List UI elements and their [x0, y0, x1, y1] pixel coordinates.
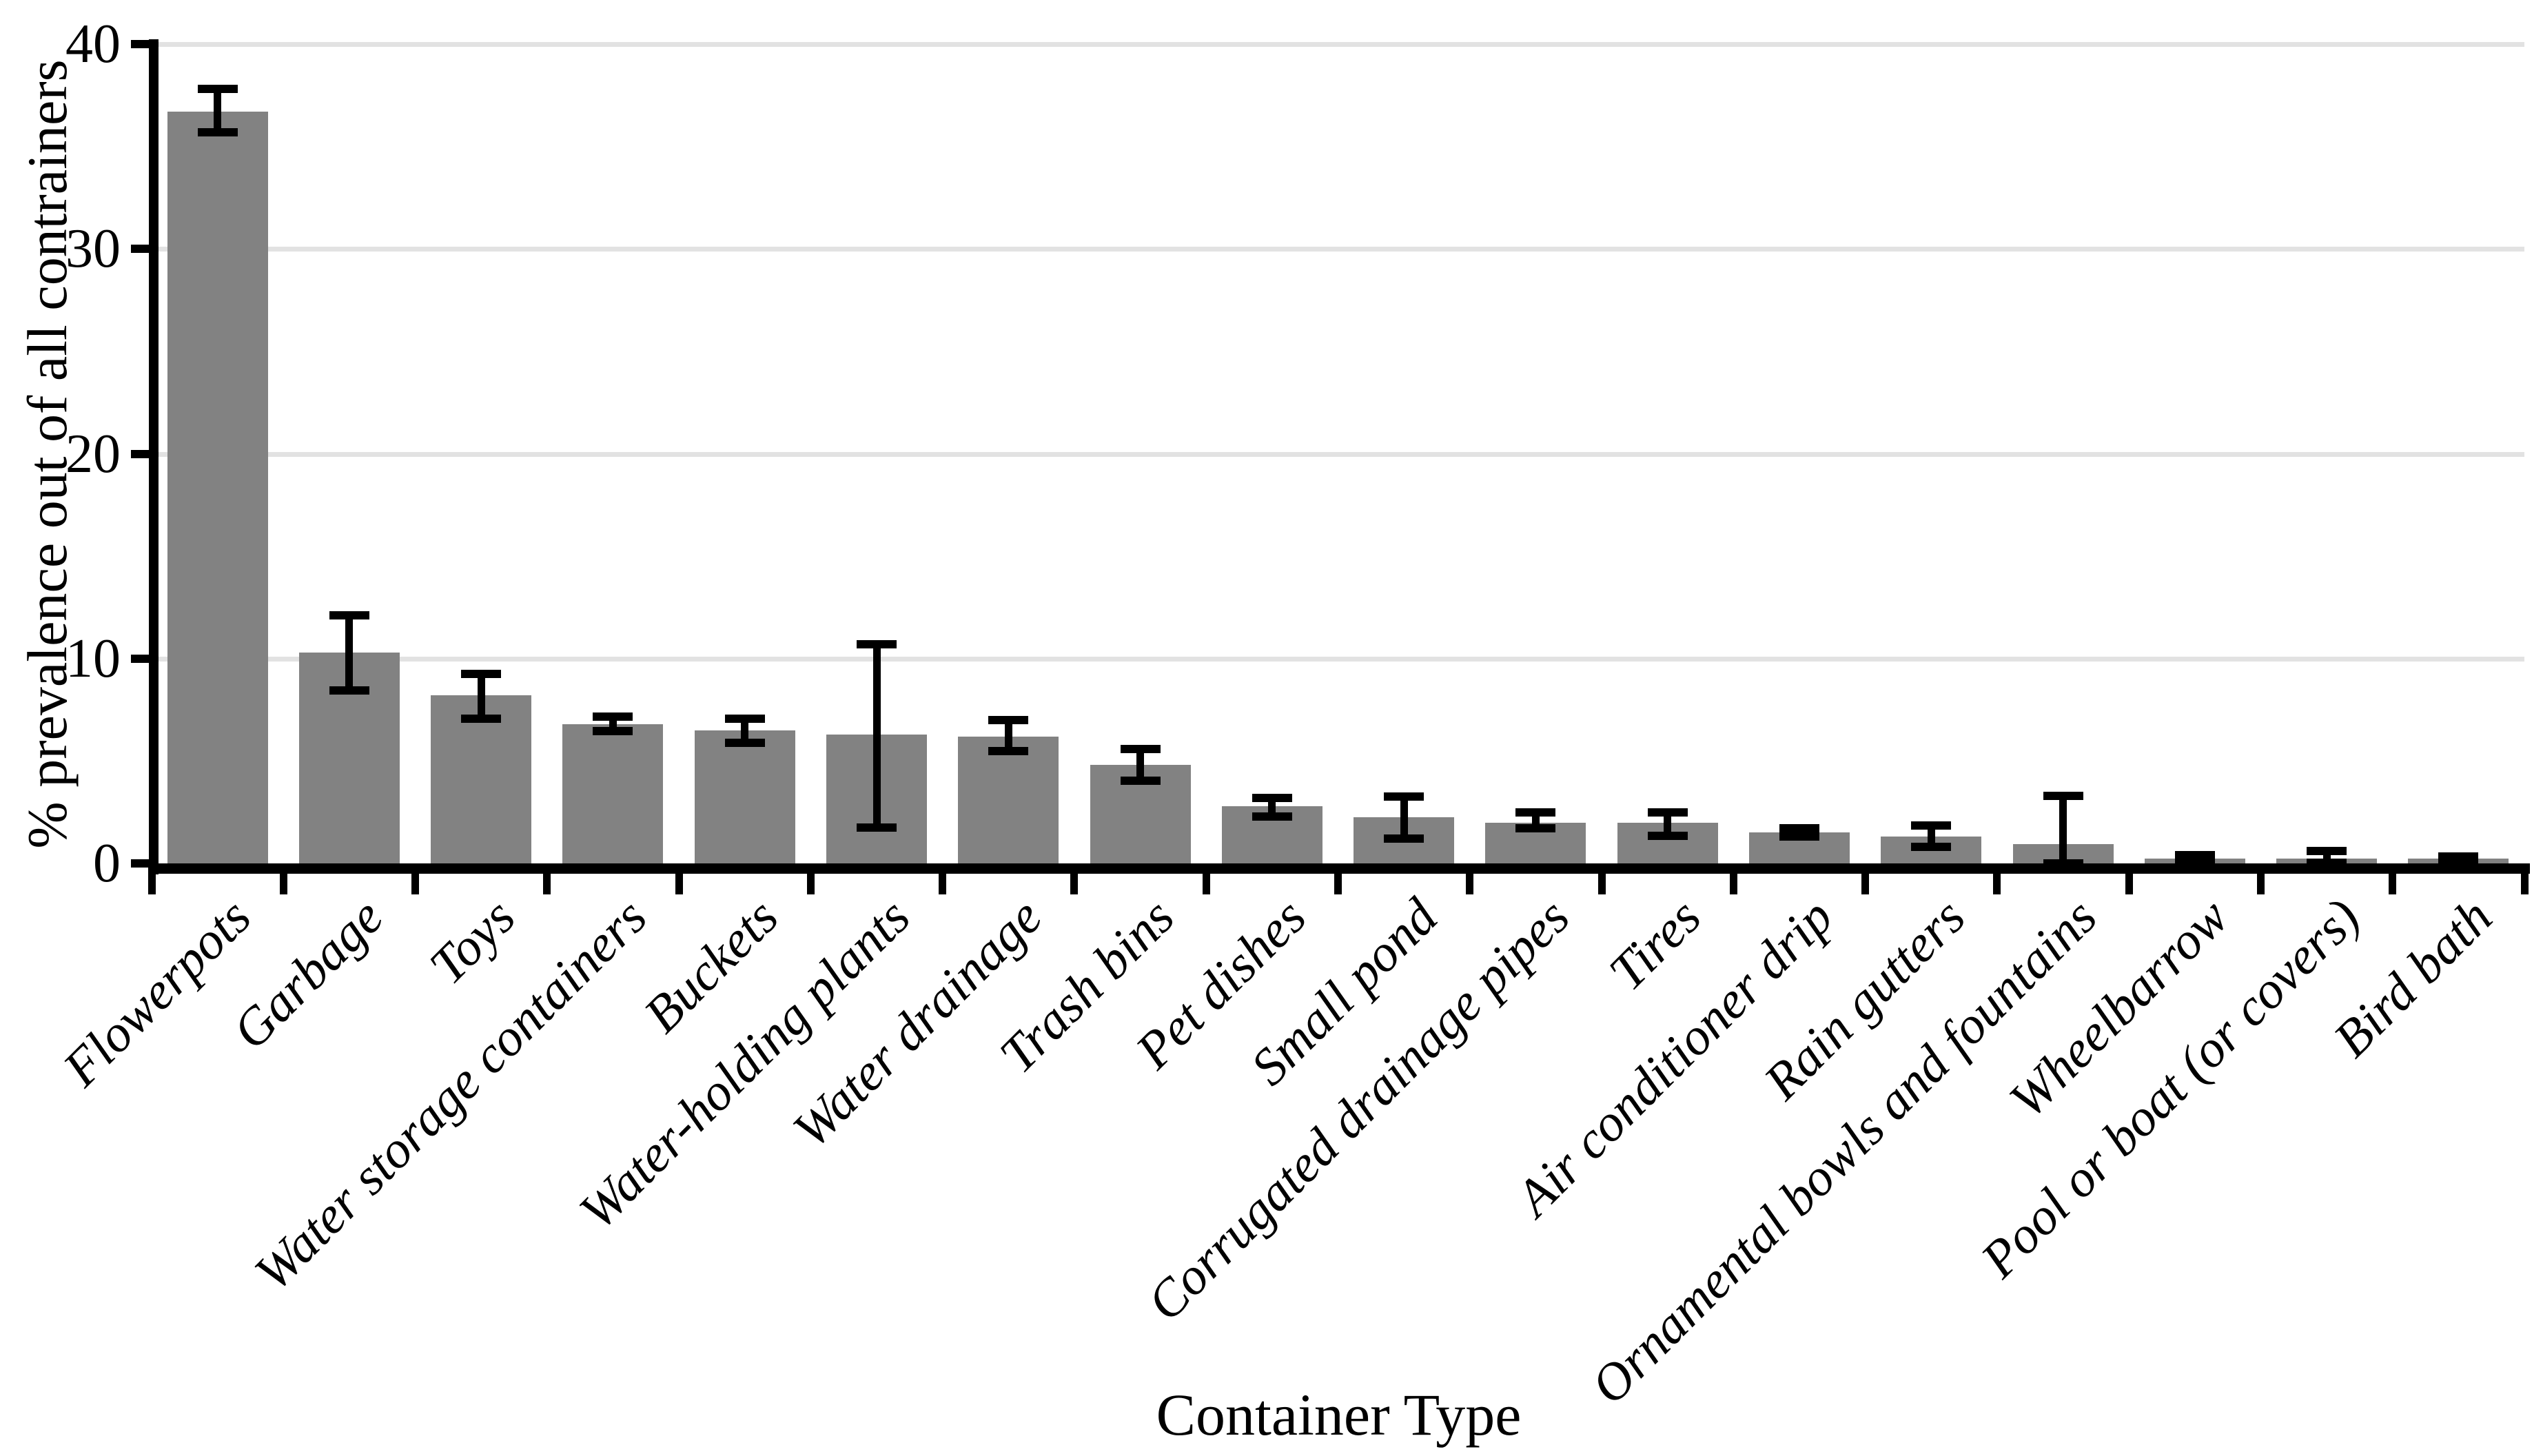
category-label: Flowerpots	[52, 888, 263, 1098]
x-tick-mark	[411, 863, 420, 894]
x-tick-mark	[2520, 863, 2529, 894]
error-bar-stem	[1268, 797, 1276, 817]
y-tick-mark	[131, 449, 159, 458]
x-tick-mark	[806, 863, 815, 894]
error-bar-stem	[1004, 719, 1012, 751]
gridline	[153, 42, 2524, 47]
error-bar-cap-bottom	[1911, 843, 1952, 852]
error-bar-stem	[214, 89, 222, 132]
error-bar-cap-bottom	[2307, 858, 2347, 867]
error-bar-cap-top	[329, 611, 369, 620]
x-tick-mark	[147, 863, 156, 894]
x-axis-title: Container Type	[1156, 1382, 1522, 1448]
error-bar-cap-top	[1647, 808, 1688, 817]
y-tick-mark	[131, 245, 159, 254]
x-tick-mark	[1466, 863, 1474, 894]
x-tick-mark	[279, 863, 287, 894]
x-tick-mark	[1334, 863, 1342, 894]
error-bar-cap-top	[1252, 793, 1292, 802]
error-bar-cap-bottom	[197, 127, 238, 136]
error-bar-cap-bottom	[988, 746, 1029, 755]
error-bar-stem	[1400, 797, 1408, 839]
x-tick-mark	[1202, 863, 1210, 894]
error-bar-cap-bottom	[2174, 856, 2215, 865]
error-bar-cap-top	[724, 715, 765, 724]
x-tick-mark	[1729, 863, 1737, 894]
error-bar-stem	[741, 719, 749, 743]
y-tick-label: 40	[65, 14, 121, 74]
category-label: Tires	[1598, 888, 1713, 1002]
error-bar-stem	[872, 644, 881, 828]
error-bar-stem	[1927, 826, 1935, 848]
x-tick-mark	[1993, 863, 2001, 894]
y-tick-label: 0	[93, 833, 121, 894]
error-bar-cap-bottom	[724, 738, 765, 747]
error-bar-cap-top	[461, 670, 502, 679]
error-bar-cap-bottom	[1647, 831, 1688, 840]
error-bar-cap-top	[2307, 847, 2347, 856]
category-label: Toys	[418, 888, 526, 996]
error-bar-stem	[609, 717, 617, 732]
error-bar-cap-bottom	[593, 727, 633, 736]
x-tick-mark	[2125, 863, 2133, 894]
x-tick-mark	[1861, 863, 1870, 894]
error-bar-cap-top	[197, 85, 238, 94]
y-axis-title: % prevalence out of all contrainers	[16, 59, 79, 849]
error-bar-stem	[1664, 812, 1672, 836]
y-tick-mark	[131, 654, 159, 663]
error-bar-cap-bottom	[1779, 832, 1819, 841]
y-tick-label: 30	[65, 218, 121, 280]
error-bar-cap-top	[1384, 792, 1424, 801]
bar	[562, 724, 664, 863]
error-bar-stem	[477, 674, 485, 719]
error-bar-cap-bottom	[329, 686, 369, 695]
error-bar-stem	[1136, 748, 1145, 781]
x-tick-mark	[675, 863, 683, 894]
error-bar-cap-top	[857, 639, 897, 648]
x-tick-mark	[543, 863, 551, 894]
error-bar-cap-bottom	[1252, 812, 1292, 821]
error-bar-cap-bottom	[2438, 856, 2479, 865]
error-bar-cap-top	[1120, 744, 1161, 753]
error-bar-cap-top	[2043, 791, 2083, 800]
x-tick-mark	[1070, 863, 1079, 894]
error-bar-cap-top	[593, 712, 633, 721]
error-bar-cap-bottom	[1384, 834, 1424, 843]
error-bar-cap-bottom	[1120, 776, 1161, 785]
bar	[958, 736, 1059, 863]
gridline	[153, 247, 2524, 252]
error-bar-cap-bottom	[857, 823, 897, 832]
error-bar-cap-top	[988, 715, 1029, 724]
error-bar-cap-top	[1515, 808, 1556, 817]
error-bar-cap-bottom	[461, 715, 502, 724]
x-tick-mark	[2389, 863, 2397, 894]
error-bar-stem	[2322, 851, 2331, 863]
error-bar-stem	[1531, 812, 1540, 829]
error-bar-cap-bottom	[1515, 824, 1556, 833]
bar	[694, 730, 795, 863]
x-tick-mark	[2256, 863, 2265, 894]
x-tick-mark	[1597, 863, 1606, 894]
error-bar-cap-top	[1779, 824, 1819, 833]
x-tick-mark	[939, 863, 947, 894]
gridline	[153, 656, 2524, 662]
y-tick-mark	[131, 40, 159, 48]
error-bar-stem	[2059, 795, 2067, 863]
error-bar-cap-top	[1911, 821, 1952, 830]
y-tick-label: 10	[65, 628, 121, 689]
bar	[167, 112, 268, 863]
gridline	[153, 451, 2524, 457]
error-bar-stem	[345, 615, 354, 690]
error-bar-cap-bottom	[2043, 859, 2083, 868]
y-tick-label: 20	[65, 423, 121, 484]
bar	[431, 695, 532, 863]
